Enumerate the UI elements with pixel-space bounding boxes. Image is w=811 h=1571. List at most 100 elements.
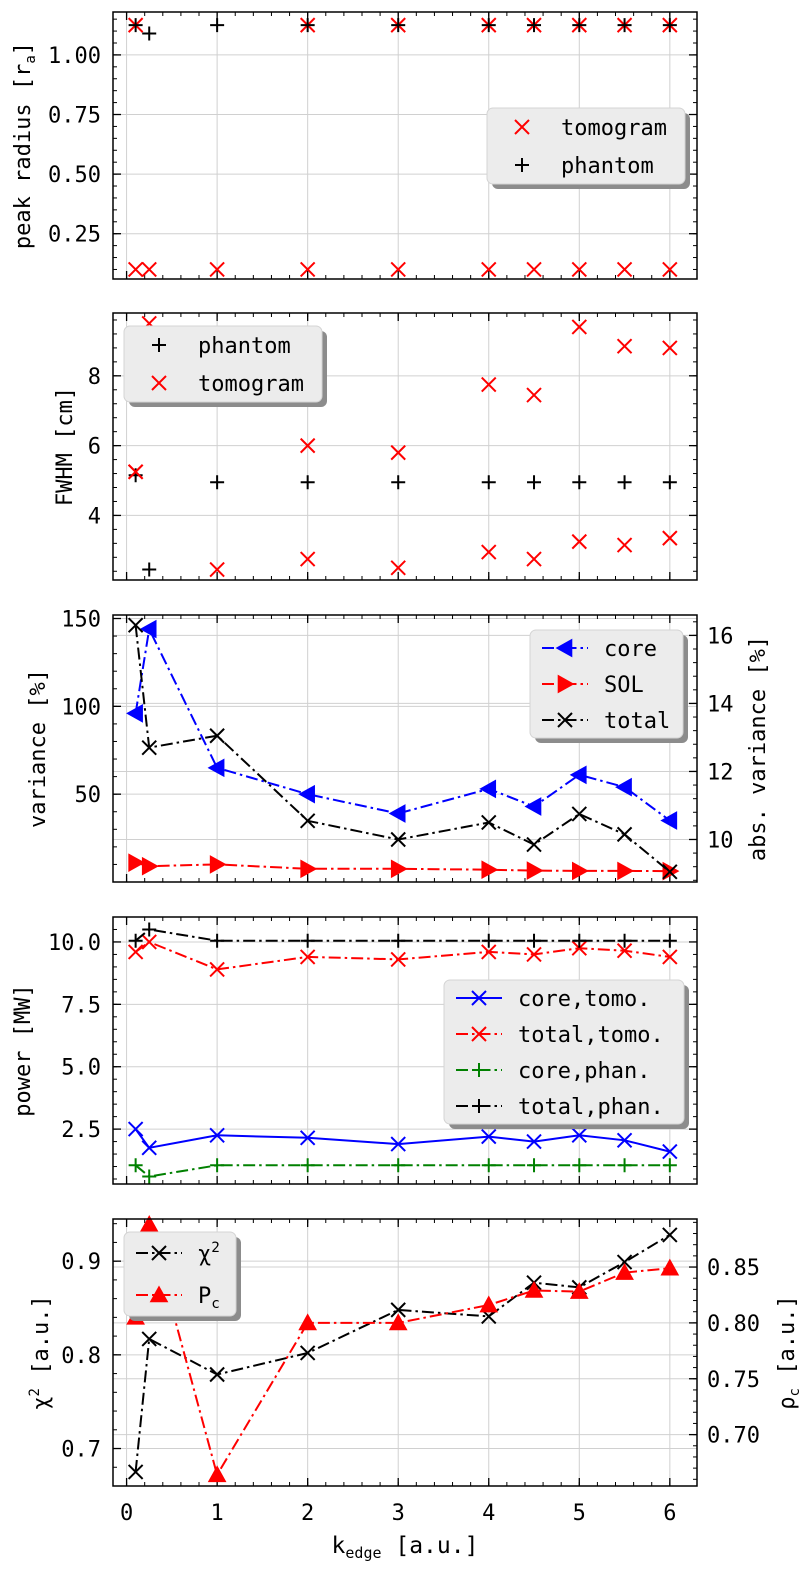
data-point (481, 860, 499, 880)
legend-label-main: χ (198, 1242, 211, 1267)
x-axis-label: kedge [a.u.] (332, 1533, 479, 1562)
data-point (300, 933, 315, 948)
data-point (481, 475, 496, 490)
y-axis-label-main: power [MW] (11, 984, 36, 1116)
y-right-tick-label: 14 (707, 692, 734, 717)
data-point (616, 942, 633, 959)
data-point (210, 18, 225, 33)
series-1 (128, 18, 677, 41)
data-point (526, 387, 542, 403)
series-line (134, 1128, 671, 1153)
panel-fwhm: 4 6 8 FWHM [cm] phantom tomogram (53, 312, 698, 581)
data-point (300, 859, 318, 879)
data-point (139, 619, 157, 639)
data-point (526, 861, 544, 880)
data-point (481, 944, 497, 960)
panel-power: 2.5 5.0 7.5 10.0 power [MW] core,tomo. total,t… (11, 916, 698, 1185)
y-tick-label: 8 (88, 365, 101, 390)
data-point (616, 338, 633, 354)
y-axis-label: power [MW] (11, 984, 36, 1116)
data-point (210, 1158, 225, 1173)
data-point (479, 779, 497, 799)
data-point (616, 826, 633, 843)
y-tick-label: 0.75 (48, 104, 101, 129)
data-point (126, 704, 143, 723)
y-axis-label: FWHM [cm] (53, 387, 78, 506)
data-point (571, 319, 588, 335)
data-point (569, 1282, 589, 1299)
data-point (141, 739, 157, 756)
data-point (141, 1331, 157, 1347)
data-point (617, 475, 632, 490)
data-point (299, 437, 316, 454)
legend-label: total,phan. (518, 1095, 664, 1120)
x-axis-label-sub: edge (345, 1544, 381, 1562)
y-axis-label-sub: a (23, 55, 39, 63)
data-point (141, 1140, 157, 1156)
legend-marker (555, 638, 573, 658)
legend-label: tomogram (198, 372, 304, 397)
data-point (298, 1313, 318, 1331)
legend-label-main: phantom (198, 334, 291, 359)
data-point (481, 1158, 496, 1173)
series-0 (127, 1121, 678, 1160)
series-1 (127, 315, 678, 578)
x-tick-label: 1 (210, 1501, 223, 1526)
data-point (524, 1280, 544, 1298)
legend-box (486, 107, 686, 185)
data-point (617, 933, 632, 948)
data-point (526, 836, 542, 853)
x-tick-label: 0 (120, 1501, 133, 1526)
data-point (527, 933, 542, 948)
y-right-tick-label: 0.80 (707, 1312, 760, 1337)
data-point (617, 18, 632, 33)
data-point (571, 261, 588, 278)
y-right-axis-label: abs. variance [%] (746, 636, 771, 861)
x-tick-label: 3 (392, 1501, 405, 1526)
data-point (299, 261, 316, 278)
legend-label-main: total,phan. (518, 1095, 664, 1120)
data-point (617, 861, 635, 881)
legend-marker (557, 712, 573, 728)
legend-label-main: core,phan. (518, 1059, 650, 1084)
data-point (616, 261, 633, 278)
y-tick-label: 2.5 (61, 1118, 101, 1143)
legend-marker (149, 1285, 169, 1303)
data-point (572, 933, 587, 948)
data-point (142, 562, 157, 577)
legend-label: χ2 (198, 1240, 220, 1267)
data-point (127, 617, 144, 633)
data-point (662, 1227, 678, 1243)
legend-label: tomogram (561, 116, 667, 141)
y-tick-label: 5.0 (61, 1056, 101, 1081)
y-tick-label: 0.8 (61, 1344, 101, 1369)
data-point (481, 814, 497, 831)
data-point (481, 376, 497, 393)
data-point (390, 951, 406, 968)
data-point (527, 1158, 542, 1173)
data-point (616, 1132, 633, 1149)
data-point (299, 813, 316, 829)
data-point (390, 261, 406, 278)
data-point (391, 475, 406, 490)
data-point (127, 1464, 144, 1480)
data-point (390, 831, 406, 848)
y-right-axis-label-main: abs. variance [%] (746, 636, 771, 861)
legend-marker (151, 1245, 167, 1261)
data-point (527, 475, 542, 490)
legend-box (443, 979, 685, 1125)
data-point (128, 1158, 143, 1173)
legend-label: core,tomo. (518, 987, 650, 1012)
legend-label-sub: c (211, 1296, 220, 1312)
legend-label-main: P (198, 1284, 211, 1309)
legend: core,tomo. total,tomo. core,phan. total,pha… (443, 979, 689, 1129)
data-point (210, 475, 225, 490)
y-tick-label: 7.5 (61, 993, 101, 1018)
data-point (298, 784, 315, 804)
panel-chi2: 0.70.80.90.700.750.800.850 1 2 3 4 5 6χ2 [a.u.… (27, 1215, 803, 1526)
y-axis-label-sup: 2 (27, 1388, 43, 1396)
y-tick-label: 100 (61, 695, 101, 720)
y-tick-label: 0.25 (48, 223, 101, 248)
panel-variance: 50 100 150 10 12 14 16 variance [%] abs. varianc… (26, 608, 771, 883)
data-point (571, 533, 588, 550)
